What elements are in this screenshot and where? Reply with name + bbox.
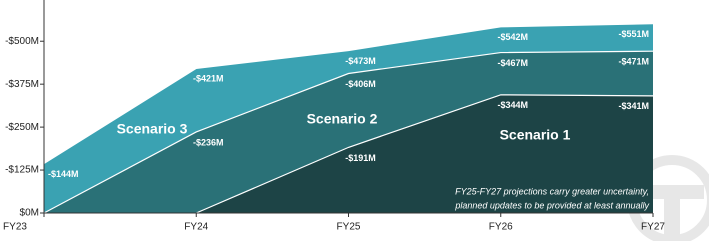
annotation: FY25-FY27 projections carry greater unce… xyxy=(455,186,649,196)
value-label: -$406M xyxy=(345,79,376,89)
x-tick-label: FY24 xyxy=(184,222,208,233)
value-label: -$551M xyxy=(618,29,649,39)
y-tick-label: -$125M xyxy=(5,165,39,176)
x-tick-label: FY23 xyxy=(3,222,27,233)
value-label: -$144M xyxy=(48,169,79,179)
value-label: -$471M xyxy=(618,57,649,67)
series-label: Scenario 2 xyxy=(307,111,378,127)
value-label: -$421M xyxy=(193,74,224,84)
y-tick-label: -$250M xyxy=(5,122,39,133)
value-label: -$236M xyxy=(193,137,224,147)
y-tick-label: $0M xyxy=(20,208,39,219)
series-label: Scenario 3 xyxy=(117,121,188,137)
annotation: planned updates to be provided at least … xyxy=(454,200,649,210)
line xyxy=(43,23,654,165)
value-label: -$341M xyxy=(618,101,649,111)
x-tick-label: FY25 xyxy=(337,222,361,233)
value-label: -$473M xyxy=(345,56,376,66)
y-tick-label: -$375M xyxy=(5,79,39,90)
area xyxy=(196,94,653,213)
series-label: Scenario 1 xyxy=(500,127,571,143)
y-tick-label: -$500M xyxy=(5,36,39,47)
line xyxy=(43,50,654,214)
value-label: -$467M xyxy=(497,58,528,68)
x-tick-label: FY27 xyxy=(641,222,665,233)
value-label: -$344M xyxy=(497,100,528,110)
value-label: -$542M xyxy=(497,32,528,42)
line xyxy=(196,94,654,214)
x-tick-label: FY26 xyxy=(489,222,513,233)
value-label: -$191M xyxy=(345,153,376,163)
